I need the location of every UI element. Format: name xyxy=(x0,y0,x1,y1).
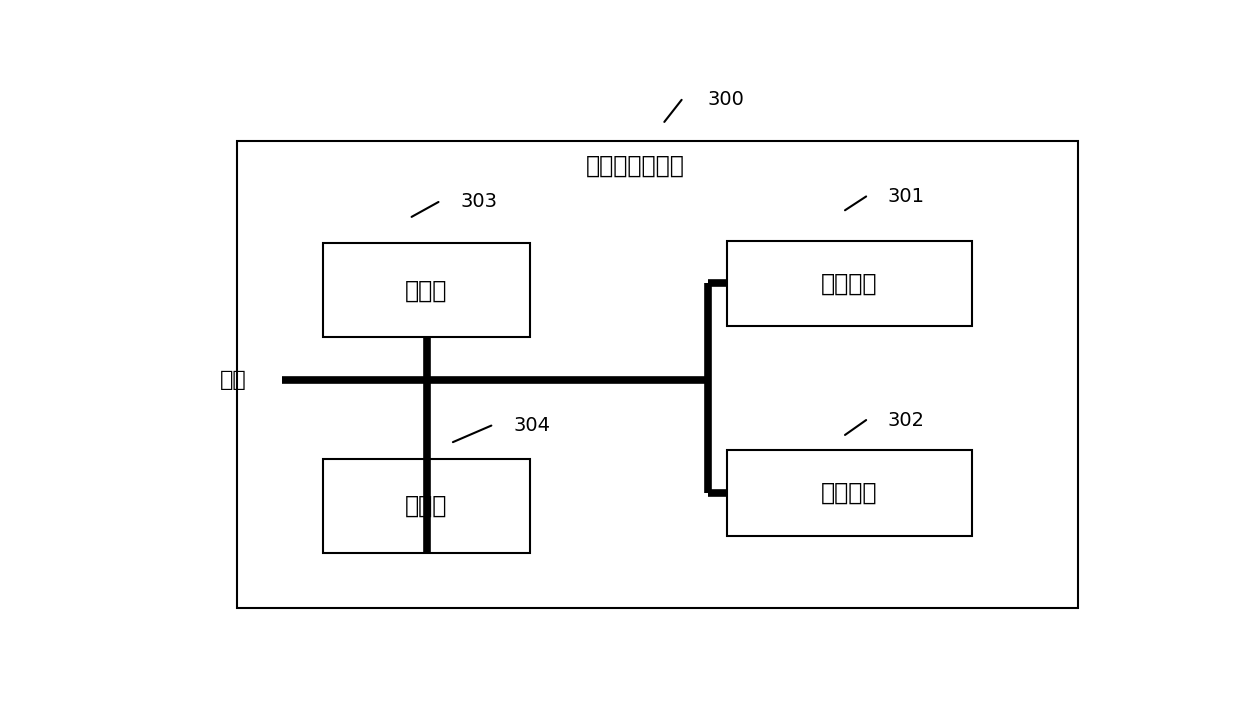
Bar xyxy=(727,241,972,326)
Text: 输入装置: 输入装置 xyxy=(821,272,878,295)
Bar xyxy=(727,450,972,536)
Text: 存储器: 存储器 xyxy=(405,493,448,518)
Text: 总线: 总线 xyxy=(219,370,247,390)
Text: 302: 302 xyxy=(888,411,924,429)
Bar xyxy=(324,459,529,553)
Text: 304: 304 xyxy=(513,416,551,435)
Text: 301: 301 xyxy=(888,187,924,206)
Bar xyxy=(237,141,1078,608)
Text: 输出装置: 输出装置 xyxy=(821,481,878,505)
Bar xyxy=(324,243,529,337)
Text: 基板管理控制器: 基板管理控制器 xyxy=(587,154,684,178)
Text: 300: 300 xyxy=(708,90,744,109)
Text: 303: 303 xyxy=(460,192,497,212)
Text: 处理器: 处理器 xyxy=(405,278,448,303)
